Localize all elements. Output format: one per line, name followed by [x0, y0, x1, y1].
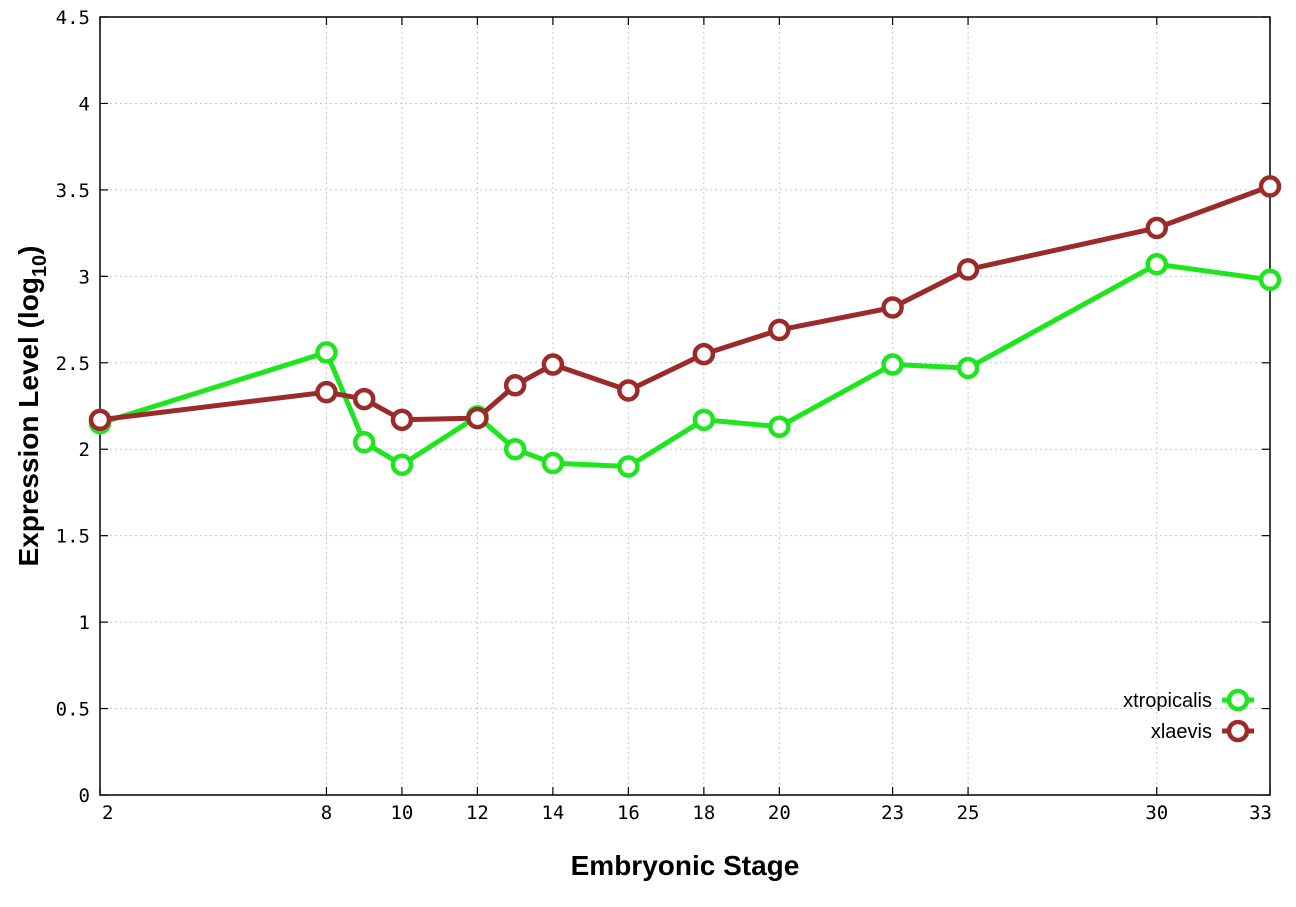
data-point: [352, 387, 376, 411]
x-tick-label: 30: [1145, 802, 1168, 824]
data-point: [352, 431, 376, 454]
data-point: [1258, 268, 1282, 292]
x-tick-label: 18: [692, 802, 715, 824]
data-point: [503, 374, 527, 397]
data-point: [390, 408, 414, 432]
series-xlaevis: [88, 175, 1282, 432]
plot-frame: [99, 16, 1271, 796]
data-point: [881, 353, 904, 376]
x-tick-label: 23: [881, 802, 904, 824]
x-axis-title: Embryonic Stage: [571, 850, 800, 881]
y-axis-title-main: Expression Level (log: [13, 277, 44, 566]
data-point: [88, 408, 112, 432]
x-tick-label: 12: [466, 802, 489, 824]
data-point: [390, 453, 414, 477]
data-point: [466, 406, 489, 430]
data-point: [768, 415, 791, 438]
x-tick-label: 25: [957, 802, 980, 824]
data-point: [692, 342, 716, 366]
data-point: [881, 296, 904, 319]
y-tick-label: 1: [79, 612, 90, 634]
y-tick-label: 0.5: [56, 699, 90, 721]
data-point: [1258, 175, 1282, 198]
series-group: [88, 175, 1282, 478]
legend-label: xlaevis: [1151, 721, 1212, 743]
data-point: [1145, 216, 1169, 240]
legend: xtropicalis xlaevis: [1123, 688, 1254, 743]
y-tick-label: 2.5: [56, 353, 90, 375]
y-axis-title-suffix: ): [13, 246, 44, 255]
y-tick-label: 4: [79, 93, 90, 115]
y-tick-label: 4.5: [56, 7, 90, 29]
x-tick-label: 16: [617, 802, 640, 824]
x-tick-label: 20: [768, 802, 791, 824]
data-point: [617, 379, 640, 402]
x-tick-label: 14: [541, 802, 564, 824]
data-point: [956, 356, 980, 380]
y-axis-title-subscript: 10: [29, 255, 51, 277]
y-tick-label: 2: [79, 439, 90, 461]
legend-label: xtropicalis: [1123, 690, 1212, 712]
y-tick-label: 3.5: [56, 180, 90, 202]
data-point: [956, 258, 980, 281]
data-point: [315, 341, 338, 364]
data-point: [768, 318, 791, 342]
series-line: [99, 184, 1271, 423]
data-point: [541, 353, 565, 376]
data-point: [503, 437, 527, 461]
axis-ticks: 2 8 10 12 14 16 18 20 23 25 30 33 0 0.5 1 1.5 2 2.5 3 3.5 4 4…: [56, 7, 1272, 824]
legend-swatch-marker: [1226, 688, 1250, 712]
x-tick-label: 8: [321, 802, 332, 824]
legend-swatch-marker: [1226, 719, 1250, 743]
data-point: [315, 380, 338, 404]
y-tick-label: 3: [79, 266, 90, 288]
data-point: [617, 455, 640, 478]
y-axis-title: Expression Level (log10): [13, 246, 51, 567]
series-xtropicalis: [88, 252, 1282, 478]
y-tick-label: 1.5: [56, 526, 90, 548]
x-tick-label: 33: [1249, 802, 1272, 824]
data-point: [541, 451, 565, 475]
data-point: [692, 408, 716, 432]
y-tick-label: 0: [79, 785, 90, 807]
x-tick-label: 10: [390, 802, 413, 824]
x-tick-label: 2: [102, 802, 113, 824]
grid: [100, 17, 1270, 795]
data-point: [1145, 252, 1169, 276]
